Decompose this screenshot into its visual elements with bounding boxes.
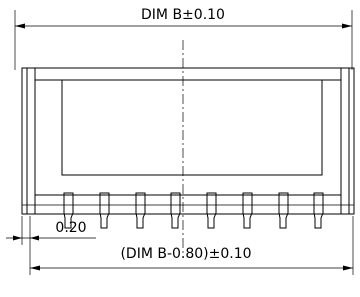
dimension-label: DIM B±0.10 — [141, 7, 225, 23]
dimension-label: (DIM B-0.80)±0.10 — [120, 246, 251, 262]
drawing: DIM B±0.10 0.20 — [0, 0, 360, 297]
dimension-label: 0.20 — [55, 220, 86, 236]
